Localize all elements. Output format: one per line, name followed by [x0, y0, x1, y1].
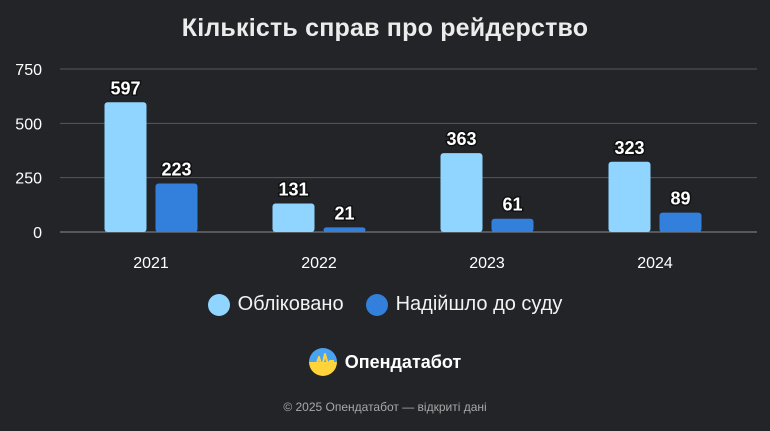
x-tick-label: 2024	[637, 255, 673, 272]
y-tick-label: 0	[33, 225, 42, 242]
bar	[272, 203, 315, 232]
legend-item-to-court: Надійшло до суду	[365, 293, 563, 316]
y-tick-label: 750	[15, 62, 42, 79]
legend: Обліковано Надійшло до суду	[0, 293, 770, 316]
legend-label-to-court: Надійшло до суду	[395, 293, 563, 315]
data-label: 21	[334, 203, 354, 223]
data-label: 323	[614, 138, 644, 158]
legend-swatch-to-court	[365, 293, 388, 316]
bar	[491, 218, 534, 232]
x-tick-label: 2021	[133, 255, 169, 272]
x-tick-label: 2022	[301, 255, 337, 272]
bar	[155, 183, 198, 232]
data-label: 61	[502, 195, 522, 215]
data-label: 131	[278, 180, 308, 200]
data-label: 363	[446, 129, 476, 149]
footer-credit: © 2025 Опендатабот — відкриті дані	[283, 400, 487, 414]
legend-label-registered: Обліковано	[237, 293, 344, 315]
bar	[440, 153, 483, 232]
chart-title: Кількість справ про рейдерство	[181, 14, 589, 42]
data-label: 597	[110, 78, 140, 98]
bar	[104, 102, 147, 232]
legend-swatch-registered	[207, 293, 230, 316]
bar	[608, 161, 651, 232]
y-tick-label: 500	[15, 116, 42, 133]
bar	[659, 212, 702, 232]
bar-chart: 0 250 500 750 597 223 2021 131 21 2022 363 61 2023 32…	[15, 62, 757, 272]
data-label: 89	[670, 189, 690, 209]
x-tick-label: 2023	[469, 255, 505, 272]
brand-name: Опендатабот	[344, 351, 462, 372]
brand: Опендатабот	[0, 348, 770, 376]
legend-item-registered: Обліковано	[207, 293, 344, 316]
bar	[323, 227, 366, 232]
data-label: 223	[161, 160, 191, 180]
y-tick-label: 250	[15, 171, 42, 188]
opendatabot-logo-icon	[308, 348, 337, 376]
